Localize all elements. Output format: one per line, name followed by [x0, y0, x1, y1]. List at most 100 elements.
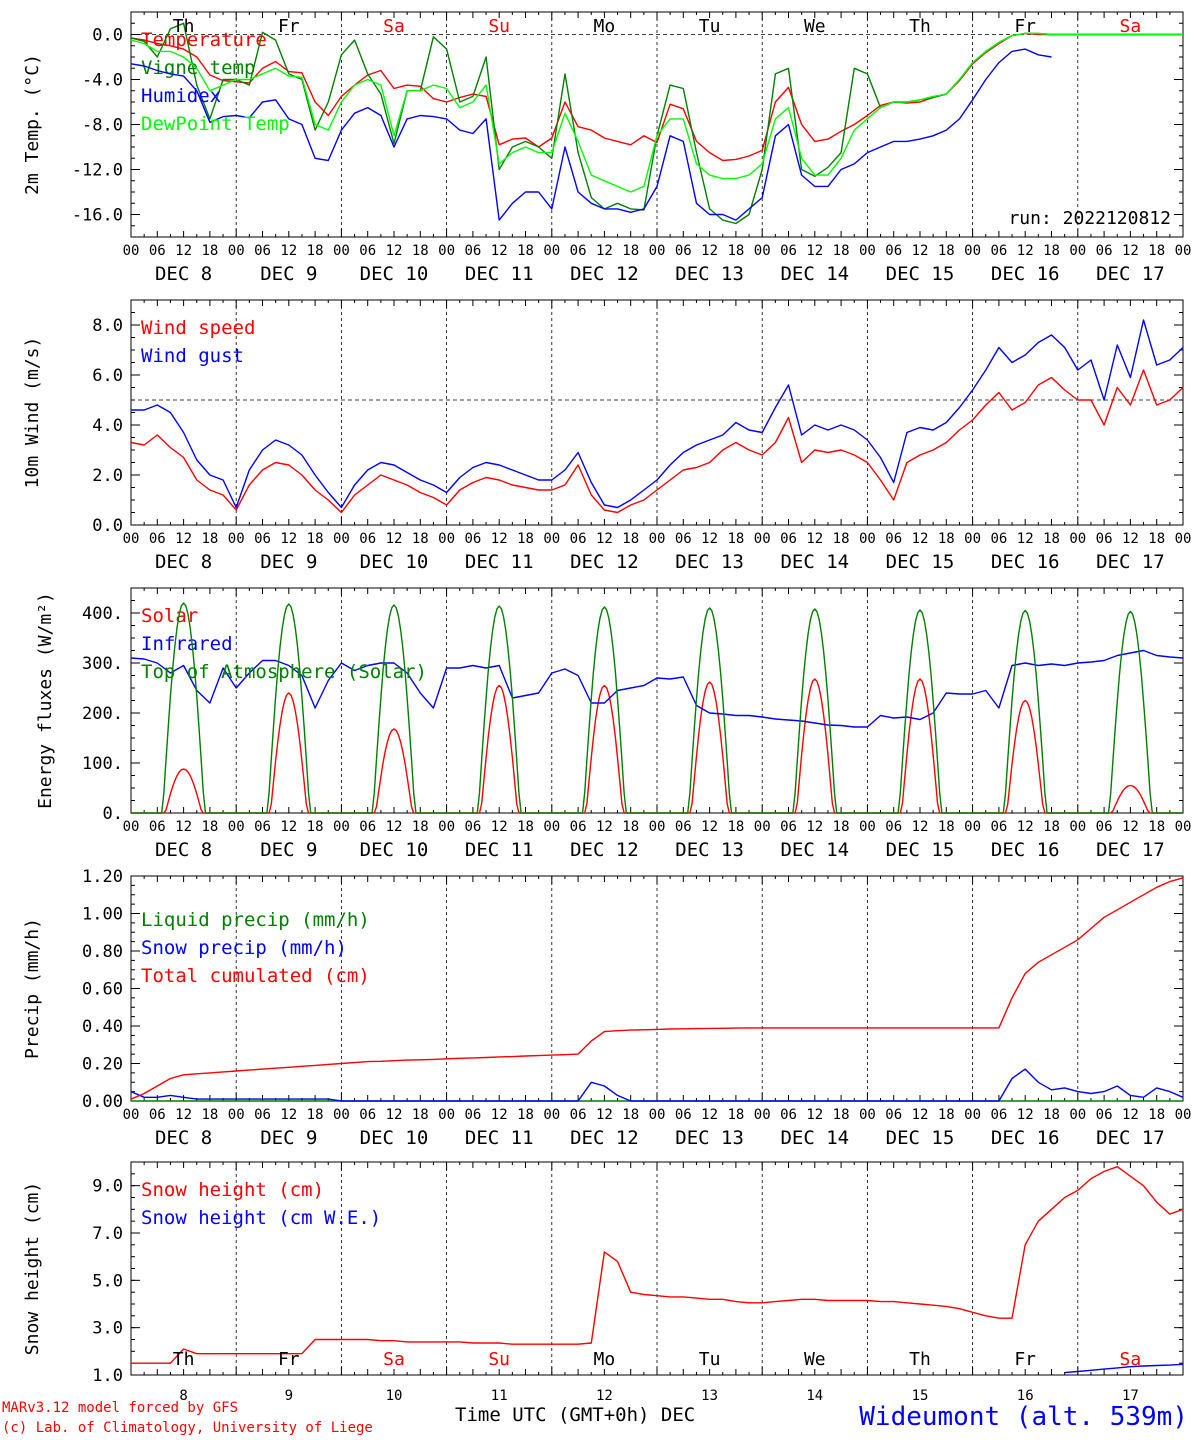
day-name-label: Su [488, 1349, 510, 1370]
y-axis-label: Snow height (cm) [22, 1182, 43, 1355]
hour-tick-label: 12 [386, 1107, 403, 1123]
day-number-label: 13 [701, 1388, 718, 1404]
y-tick-label: 0.20 [82, 1055, 123, 1075]
y-tick-label: 6.0 [92, 366, 123, 386]
hour-tick-label: 12 [912, 531, 929, 547]
hour-tick-label: 12 [1122, 531, 1139, 547]
date-label: DEC 9 [260, 1127, 317, 1149]
hour-tick-label: 06 [149, 1107, 166, 1123]
hour-tick-label: 06 [780, 819, 797, 835]
hour-tick-label: 12 [280, 1107, 297, 1123]
legend-entry: Solar [141, 605, 198, 627]
date-label: DEC 14 [780, 551, 849, 573]
date-label: DEC 15 [886, 1127, 955, 1149]
series-line [1064, 1363, 1184, 1374]
hour-tick-label: 12 [596, 531, 613, 547]
day-name-label: Tu [699, 1349, 721, 1370]
hour-tick-label: 00 [543, 819, 560, 835]
y-tick-label: -16.0 [72, 206, 123, 226]
hour-tick-label: 12 [280, 531, 297, 547]
legend-entry: DewPoint Temp [141, 113, 290, 135]
date-label: DEC 11 [465, 839, 534, 861]
hour-tick-label: 06 [254, 819, 271, 835]
hour-tick-label: 18 [201, 531, 218, 547]
hour-tick-label: 12 [280, 243, 297, 259]
hour-tick-label: 18 [833, 531, 850, 547]
hour-tick-label: 12 [386, 819, 403, 835]
date-label: DEC 13 [675, 1127, 744, 1149]
hour-tick-label: 18 [938, 819, 955, 835]
y-tick-label: 0.40 [82, 1017, 123, 1037]
legend-entry: Infrared [141, 633, 233, 655]
date-label: DEC 11 [465, 551, 534, 573]
day-name-label: Fr [1014, 1349, 1036, 1370]
hour-tick-label: 18 [201, 1107, 218, 1123]
hour-tick-label: 12 [175, 243, 192, 259]
hour-tick-label: 12 [1122, 1107, 1139, 1123]
series-line [130, 32, 1183, 193]
day-number-label: 11 [491, 1388, 508, 1404]
hour-tick-label: 06 [359, 531, 376, 547]
date-label: DEC 11 [465, 1127, 534, 1149]
y-tick-label: -8.0 [82, 116, 123, 136]
hour-tick-label: 18 [938, 531, 955, 547]
hour-tick-label: 12 [806, 531, 823, 547]
date-label: DEC 15 [886, 839, 955, 861]
hour-tick-label: 12 [175, 1107, 192, 1123]
hour-tick-label: 12 [386, 531, 403, 547]
hour-tick-label: 00 [228, 819, 245, 835]
hour-tick-label: 18 [833, 1107, 850, 1123]
legend-entry: Snow height (cm W.E.) [141, 1207, 381, 1229]
hour-tick-label: 00 [123, 243, 140, 259]
y-tick-label: 100. [82, 754, 123, 774]
hour-tick-label: 12 [175, 819, 192, 835]
hour-tick-label: 00 [123, 819, 140, 835]
date-label: DEC 9 [260, 551, 317, 573]
day-name-label: Mo [594, 1349, 616, 1370]
hour-tick-label: 18 [517, 531, 534, 547]
date-label: DEC 16 [991, 551, 1060, 573]
day-name-label: Mo [594, 16, 616, 37]
date-label: DEC 12 [570, 263, 639, 285]
hour-tick-label: 00 [1175, 819, 1192, 835]
hour-tick-label: 06 [570, 531, 587, 547]
hour-tick-label: 06 [1096, 243, 1113, 259]
y-tick-label: 1.20 [82, 867, 123, 887]
y-tick-label: 9.0 [92, 1177, 123, 1197]
legend-entry: Snow height (cm) [141, 1179, 324, 1201]
y-axis-label: 10m Wind (m/s) [22, 337, 43, 489]
date-label: DEC 12 [570, 551, 639, 573]
date-label: DEC 15 [886, 551, 955, 573]
hour-tick-label: 00 [1175, 243, 1192, 259]
hour-tick-label: 18 [517, 819, 534, 835]
hour-tick-label: 06 [885, 531, 902, 547]
hour-tick-label: 06 [675, 531, 692, 547]
hour-tick-label: 00 [1175, 1107, 1192, 1123]
legend-entry: Total cumulated (cm) [141, 965, 370, 987]
hour-tick-label: 06 [359, 243, 376, 259]
day-name-label: Fr [278, 16, 300, 37]
hour-tick-label: 12 [806, 1107, 823, 1123]
date-label: DEC 17 [1096, 263, 1165, 285]
hour-tick-label: 12 [701, 531, 718, 547]
station-label: Wideumont (alt. 539m) [859, 1402, 1188, 1432]
hour-tick-label: 06 [1096, 1107, 1113, 1123]
hour-tick-label: 18 [1148, 243, 1165, 259]
hour-tick-label: 12 [912, 1107, 929, 1123]
date-label: DEC 16 [991, 839, 1060, 861]
y-axis-label: Precip (mm/h) [22, 918, 43, 1059]
hour-tick-label: 00 [123, 531, 140, 547]
y-tick-label: 1.0 [92, 1366, 123, 1386]
hour-tick-label: 18 [517, 1107, 534, 1123]
x-axis-month: DEC [660, 1404, 696, 1426]
day-name-label: Su [488, 16, 510, 37]
hour-tick-label: 06 [990, 1107, 1007, 1123]
day-name-label: Th [173, 1349, 195, 1370]
hour-tick-label: 00 [1069, 819, 1086, 835]
hour-tick-label: 12 [491, 1107, 508, 1123]
date-label: DEC 8 [155, 1127, 212, 1149]
series-line [131, 602, 1183, 814]
hour-tick-label: 00 [964, 531, 981, 547]
day-name-label: Tu [699, 16, 721, 37]
